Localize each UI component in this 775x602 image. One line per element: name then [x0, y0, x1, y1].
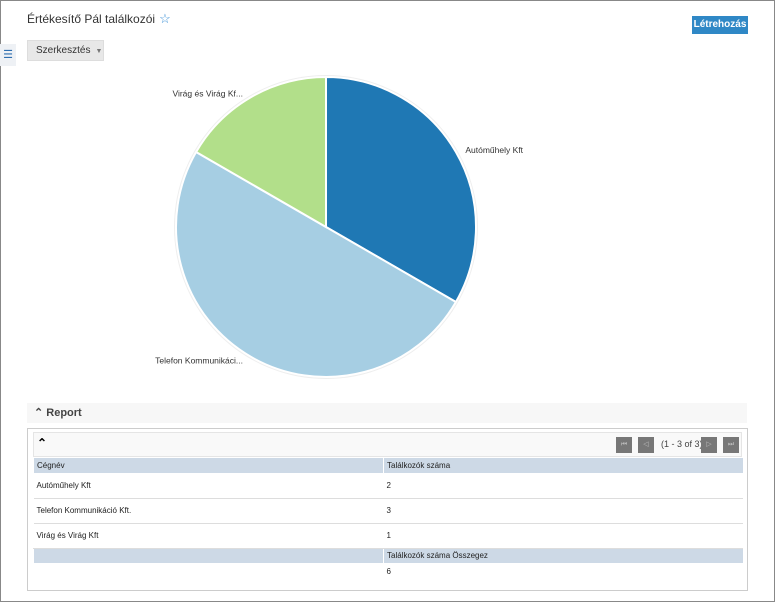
pie-label: Telefon Kommunikáci... — [155, 355, 243, 365]
summary-blank — [33, 548, 384, 563]
next-page-icon[interactable]: ▷ — [701, 437, 717, 453]
prev-page-icon[interactable]: ◁ — [638, 437, 654, 453]
create-button[interactable]: Létrehozás — [692, 16, 748, 34]
cell: 3 — [383, 498, 743, 524]
cell: Virág és Virág Kft — [33, 523, 384, 549]
pie-chart: Autóműhely Kft Telefon Kommunikáci... Virá… — [155, 75, 524, 379]
report-title: Report — [46, 407, 82, 419]
collapse-icon[interactable]: ⌃ — [37, 436, 48, 450]
cell: 2 — [383, 473, 743, 499]
summary-blank-cell — [34, 563, 384, 580]
title-text: Értékesítő Pál találkozói — [27, 12, 156, 26]
edit-label: Szerkesztés — [36, 45, 91, 56]
cell: Autóműhely Kft — [33, 473, 384, 499]
cell: Telefon Kommunikáció Kft. — [33, 498, 384, 524]
grid-toolbar: ⌃ ⏮ ◁ (1 - 3 of 3) ▷ ⏭ — [33, 432, 742, 457]
pie-slice[interactable] — [175, 150, 458, 378]
pie-label: Virág és Virág Kf... — [172, 89, 243, 99]
list-icon[interactable]: ☰ — [0, 44, 16, 66]
report-grid: ⌃ ⏮ ◁ (1 - 3 of 3) ▷ ⏭ Cégnév Találkozók … — [27, 428, 748, 591]
summary-label: Találkozók száma Összegez — [383, 548, 743, 563]
last-page-icon[interactable]: ⏭ — [723, 437, 739, 453]
table-row[interactable]: Telefon Kommunikáció Kft. 3 — [33, 498, 743, 524]
page-title: Értékesítő Pál találkozói ☆ — [27, 11, 171, 27]
caret-down-icon: ▼ — [95, 48, 103, 55]
report-table: Cégnév Találkozók száma Autóműhely Kft 2 T… — [33, 458, 743, 580]
cell: 1 — [383, 523, 743, 549]
column-header[interactable]: Cégnév — [33, 458, 384, 473]
star-icon[interactable]: ☆ — [159, 11, 171, 26]
pie-slice[interactable] — [325, 75, 477, 304]
edit-dropdown[interactable]: Szerkesztés ▼ — [27, 40, 104, 61]
table-row[interactable]: Virág és Virág Kft 1 — [33, 523, 743, 549]
column-header[interactable]: Találkozók száma — [383, 458, 743, 473]
pagination-info: (1 - 3 of 3) — [661, 439, 703, 449]
first-page-icon[interactable]: ⏮ — [616, 437, 632, 453]
summary-value: 6 — [386, 567, 391, 576]
pie-label: Autóműhely Kft — [465, 145, 523, 155]
report-header[interactable]: ⌃ Report — [27, 403, 747, 423]
pie-slice[interactable] — [194, 75, 327, 229]
table-row[interactable]: Autóműhely Kft 2 — [33, 473, 743, 499]
chevron-up-icon: ⌃ — [34, 407, 44, 419]
